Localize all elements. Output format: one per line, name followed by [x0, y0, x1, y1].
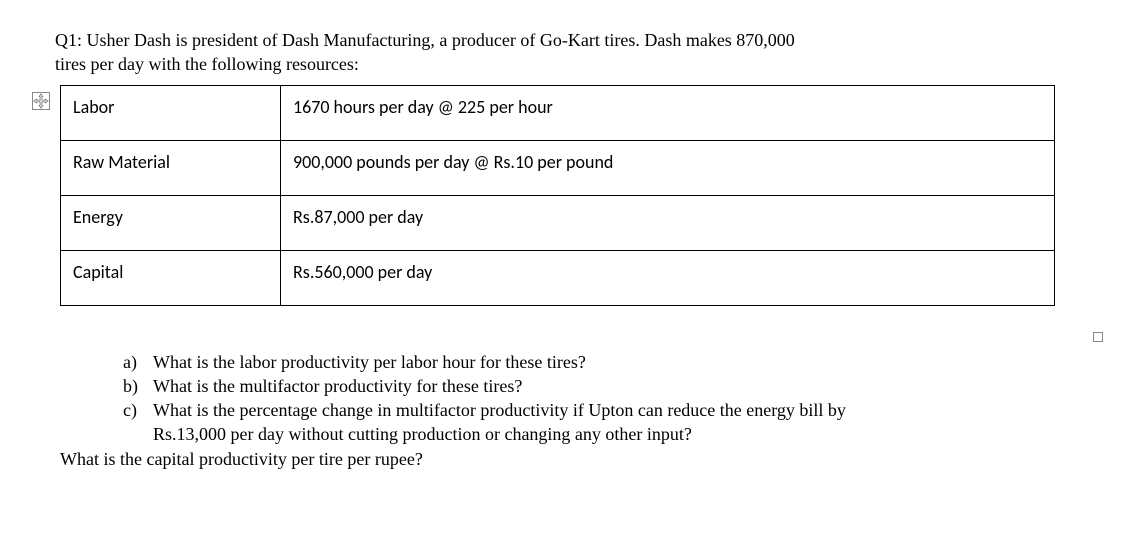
cell-value: Rs.560,000 per day — [281, 250, 1055, 305]
table-row: Energy Rs.87,000 per day — [61, 195, 1055, 250]
cell-label: Energy — [61, 195, 281, 250]
cell-value: 1670 hours per day @ 225 per hour — [281, 85, 1055, 140]
table-row: Raw Material 900,000 pounds per day @ Rs… — [61, 140, 1055, 195]
list-item: b) What is the multifactor productivity … — [123, 374, 1076, 398]
resources-table: Labor 1670 hours per day @ 225 per hour … — [60, 85, 1055, 306]
intro-line-1: Q1: Usher Dash is president of Dash Manu… — [55, 30, 795, 50]
table-move-handle-icon[interactable] — [32, 92, 50, 110]
cell-label: Raw Material — [61, 140, 281, 195]
list-marker-a: a) — [123, 350, 153, 374]
table-resize-handle-icon[interactable] — [1093, 332, 1103, 342]
list-text-b: What is the multifactor productivity for… — [153, 374, 1076, 398]
cell-value: Rs.87,000 per day — [281, 195, 1055, 250]
c-line-2: Rs.13,000 per day without cutting produc… — [153, 424, 692, 444]
list-text-a: What is the labor productivity per labor… — [153, 350, 1076, 374]
cell-label: Labor — [61, 85, 281, 140]
cell-value: 900,000 pounds per day @ Rs.10 per pound — [281, 140, 1055, 195]
table-row: Capital Rs.560,000 per day — [61, 250, 1055, 305]
list-marker-b: b) — [123, 374, 153, 398]
list-marker-c: c) — [123, 398, 153, 447]
intro-line-2: tires per day with the following resourc… — [55, 54, 359, 74]
table-row: Labor 1670 hours per day @ 225 per hour — [61, 85, 1055, 140]
list-item: c) What is the percentage change in mult… — [123, 398, 1076, 447]
list-item: a) What is the labor productivity per la… — [123, 350, 1076, 374]
final-question: What is the capital productivity per tir… — [60, 447, 1076, 471]
list-text-c: What is the percentage change in multifa… — [153, 398, 1076, 447]
question-intro: Q1: Usher Dash is president of Dash Manu… — [55, 28, 1076, 77]
c-line-1: What is the percentage change in multifa… — [153, 400, 846, 420]
cell-label: Capital — [61, 250, 281, 305]
sub-questions-list: a) What is the labor productivity per la… — [123, 350, 1076, 447]
